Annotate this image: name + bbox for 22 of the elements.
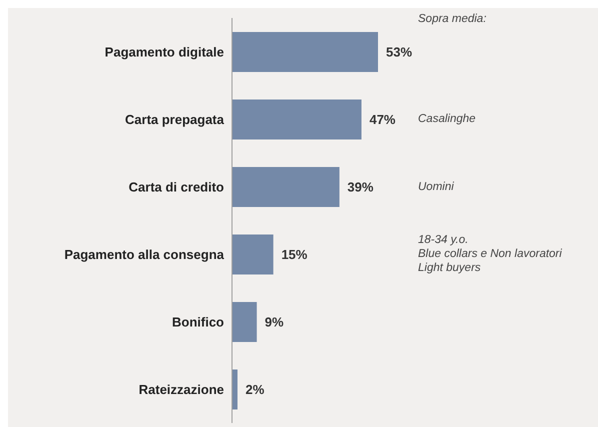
y-tick-label: Carta di credito: [128, 179, 224, 194]
data-label: 39%: [347, 180, 374, 194]
text: 18-34 y.o. Blue collars e Non lavoratori Light buyers: [418, 233, 562, 276]
y-tick-label: Pagamento alla consegna: [64, 246, 225, 262]
data-label: 2%: [246, 382, 265, 397]
bar: [232, 370, 238, 410]
y-tick-label: Pagamento digitale: [104, 44, 224, 60]
bar: [232, 167, 340, 207]
text: Uomini: [418, 180, 454, 194]
data-label: 47%: [369, 112, 396, 127]
y-tick-label: Rateizzazione: [138, 382, 224, 397]
bar: [232, 100, 362, 140]
bar: [232, 234, 274, 274]
bar: [232, 302, 257, 342]
data-label: 15%: [281, 247, 308, 262]
data-label: 9%: [264, 314, 284, 330]
y-tick-label: Carta prepagata: [125, 112, 225, 127]
y-tick-label: Bonifico: [172, 314, 224, 330]
bar: [232, 32, 378, 72]
data-label: 53%: [386, 44, 412, 60]
text: Casalinghe: [418, 112, 476, 126]
text: Sopra media:: [418, 12, 486, 26]
